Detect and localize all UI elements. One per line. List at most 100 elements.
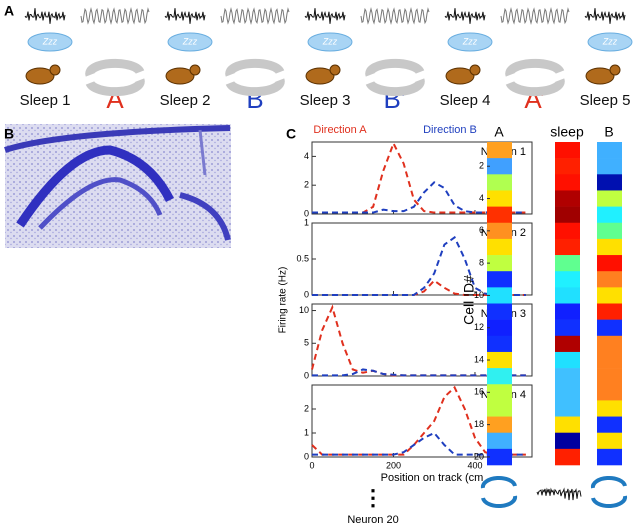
eeg-theta	[220, 7, 290, 25]
heat-cell	[597, 271, 622, 288]
x-axis-label: Position on track (cm	[381, 472, 484, 484]
zzz: Zzz	[42, 36, 58, 46]
y-tick-label: 6	[479, 225, 484, 235]
heat-cell	[597, 206, 622, 224]
heat-cell	[597, 255, 622, 272]
y-tick-label: 4	[479, 193, 484, 203]
column-header: B	[604, 124, 613, 140]
heat-cell	[487, 255, 512, 272]
y-tick-label: 2	[304, 403, 309, 413]
zzz: Zzz	[322, 36, 338, 46]
y-tick-label: 5	[304, 338, 309, 348]
session-label: Sleep 3	[300, 92, 351, 109]
session-label: Sleep 5	[580, 92, 631, 109]
heat-cell	[597, 222, 622, 240]
legend-entry: Direction B	[423, 124, 477, 136]
heat-cell	[597, 351, 622, 369]
x-tick-label: 400	[467, 460, 482, 470]
histology	[4, 124, 231, 248]
heat-cell	[555, 222, 580, 240]
eeg-sleep	[536, 487, 582, 501]
heat-cell	[555, 174, 580, 191]
rat	[305, 67, 335, 85]
heat-cell	[555, 190, 580, 207]
heat-cell	[597, 238, 622, 256]
heat-cell	[487, 448, 512, 466]
y-tick-label: 2	[479, 161, 484, 171]
rat	[585, 67, 615, 85]
heat-cell	[487, 287, 512, 304]
panel-label: A	[4, 3, 14, 19]
heat-cell	[555, 319, 580, 337]
y-tick-label: 14	[474, 354, 484, 364]
eeg-theta	[80, 7, 150, 25]
heat-cell	[555, 432, 580, 450]
heat-cell	[487, 384, 512, 401]
session-label: Sleep 2	[160, 92, 211, 109]
heat-cell	[597, 400, 622, 417]
zzz: Zzz	[182, 36, 198, 46]
y-tick-label: 0.5	[296, 253, 309, 263]
eeg-sleep	[24, 8, 66, 24]
cycle-icon	[480, 475, 518, 509]
heat-cell	[555, 142, 580, 159]
rat-head	[609, 64, 621, 76]
eeg-sleep	[164, 8, 206, 24]
heat-cell	[487, 303, 512, 320]
heat-cell	[555, 448, 580, 466]
heat-cell	[555, 384, 580, 401]
y-tick-label: 0	[304, 370, 309, 380]
y-tick-label: 18	[474, 419, 484, 429]
zzz: Zzz	[462, 36, 478, 46]
eeg-theta	[500, 7, 570, 25]
heat-cell	[487, 432, 512, 450]
heat-cell	[597, 448, 622, 466]
rat	[165, 67, 195, 85]
heat-cell	[597, 142, 622, 159]
heat-cell	[597, 303, 622, 320]
heat-cell	[487, 335, 512, 353]
heat-cell	[555, 335, 580, 353]
plot-frame	[311, 384, 533, 458]
heat-cell	[597, 335, 622, 353]
panel-label: C	[286, 126, 296, 142]
y-tick-label: 0	[304, 289, 309, 299]
heat-cell	[555, 303, 580, 320]
y-tick-label: 10	[474, 290, 484, 300]
heat-cell	[555, 351, 580, 369]
cloud	[307, 32, 353, 52]
heat-cell	[487, 400, 512, 417]
firing-curve	[312, 235, 526, 296]
rat-head	[329, 64, 341, 76]
y-tick-label: 8	[479, 258, 484, 268]
cycle-icon	[590, 475, 628, 509]
eeg-sleep	[584, 8, 626, 24]
rat	[445, 67, 475, 85]
rat-head	[189, 64, 201, 76]
panel-label: B	[4, 126, 14, 142]
heat-cell	[487, 416, 512, 433]
track-arrows	[365, 58, 425, 97]
rat	[25, 67, 55, 85]
y-tick-label: 10	[299, 305, 309, 315]
track-arrows	[85, 58, 145, 97]
plot-frame	[311, 141, 533, 215]
heat-cell	[487, 158, 512, 175]
y-axis-label: Firing rate (Hz)	[278, 267, 289, 334]
firing-curve	[312, 368, 526, 377]
heat-cell	[487, 206, 512, 224]
heat-cell	[555, 368, 580, 385]
y-tick-label: 1	[304, 217, 309, 227]
y-tick-label: 0	[304, 208, 309, 218]
cloud	[167, 32, 213, 52]
track-arrows	[505, 58, 565, 97]
x-tick-label: 200	[386, 460, 401, 470]
heat-cell	[487, 368, 512, 385]
heat-cell	[487, 271, 512, 288]
heat-cell	[597, 174, 622, 191]
y-tick-label: 0	[304, 451, 309, 461]
eeg-theta	[360, 7, 430, 25]
heat-cell	[597, 190, 622, 207]
heat-cell	[555, 238, 580, 256]
session-label: Sleep 4	[440, 92, 491, 109]
